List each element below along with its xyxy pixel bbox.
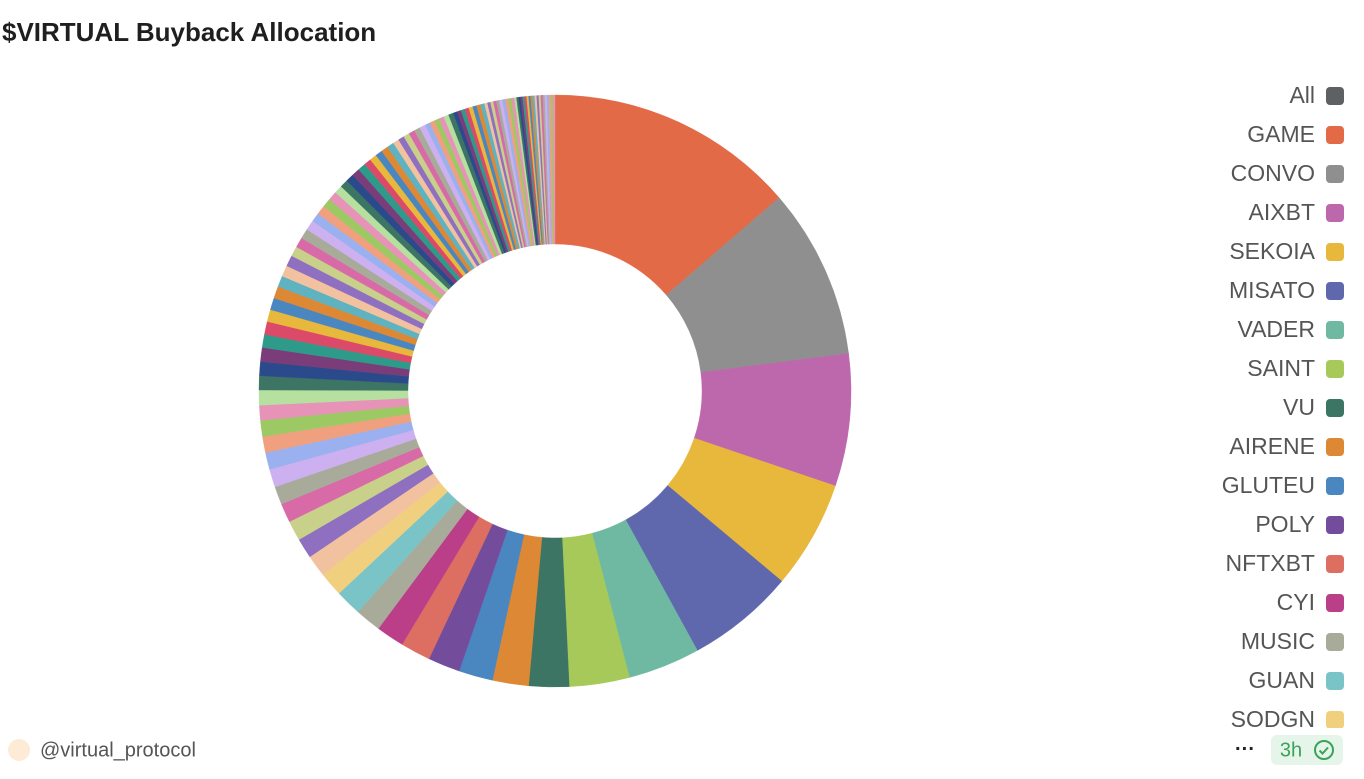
legend-swatch: [1326, 477, 1344, 495]
legend-swatch: [1326, 87, 1344, 105]
verified-check: [1318, 746, 1329, 755]
legend-swatch: [1326, 633, 1344, 651]
legend-swatch: [1326, 555, 1344, 573]
legend-label: SODGN: [1231, 706, 1315, 732]
legend-swatch: [1326, 165, 1344, 183]
legend-swatch: [1326, 516, 1344, 534]
legend-label: MUSIC: [1241, 628, 1315, 654]
donut: [258, 94, 852, 688]
age-badge: [1271, 735, 1343, 765]
legend-label: All: [1289, 82, 1315, 108]
legend-label: CYI: [1277, 589, 1315, 615]
legend-label: VU: [1283, 394, 1315, 420]
avatar: [8, 739, 30, 761]
legend-label: MISATO: [1229, 277, 1315, 303]
legend: All GAME CONVO AIXBT SEKOIA MISATO VADER SAINT V…: [1222, 82, 1344, 732]
slice: [552, 94, 556, 245]
legend-swatch: [1326, 282, 1344, 300]
legend-swatch: [1326, 126, 1344, 144]
legend-swatch: [1326, 204, 1344, 222]
legend-swatch: [1326, 672, 1344, 690]
legend-label: CONVO: [1231, 160, 1315, 186]
legend-label: SAINT: [1247, 355, 1315, 381]
chart-title: $VIRTUAL Buyback Allocation: [2, 17, 376, 47]
legend-label: AIRENE: [1229, 433, 1315, 459]
legend-swatch: [1326, 711, 1344, 728]
legend-swatch: [1326, 360, 1344, 378]
legend-swatch: [1326, 594, 1344, 612]
verified-icon: [1314, 740, 1334, 760]
legend-label: GAME: [1247, 121, 1315, 147]
legend-label: GUAN: [1249, 667, 1315, 693]
legend-swatch: [1326, 438, 1344, 456]
legend-swatch: [1326, 399, 1344, 417]
legend-swatch: [1326, 243, 1344, 261]
legend-label: GLUTEU: [1222, 472, 1315, 498]
legend-label: SEKOIA: [1229, 238, 1315, 264]
legend-label: AIXBT: [1249, 199, 1315, 225]
age-text: 3h: [1280, 739, 1302, 761]
legend-label: VADER: [1237, 316, 1315, 342]
legend-label: POLY: [1255, 511, 1315, 537]
legend-label: NFTXBT: [1226, 550, 1315, 576]
slice: [554, 94, 780, 296]
more-button[interactable]: ···: [1235, 738, 1255, 760]
footer-handle: @virtual_protocol: [40, 739, 196, 761]
legend-swatch: [1326, 321, 1344, 339]
